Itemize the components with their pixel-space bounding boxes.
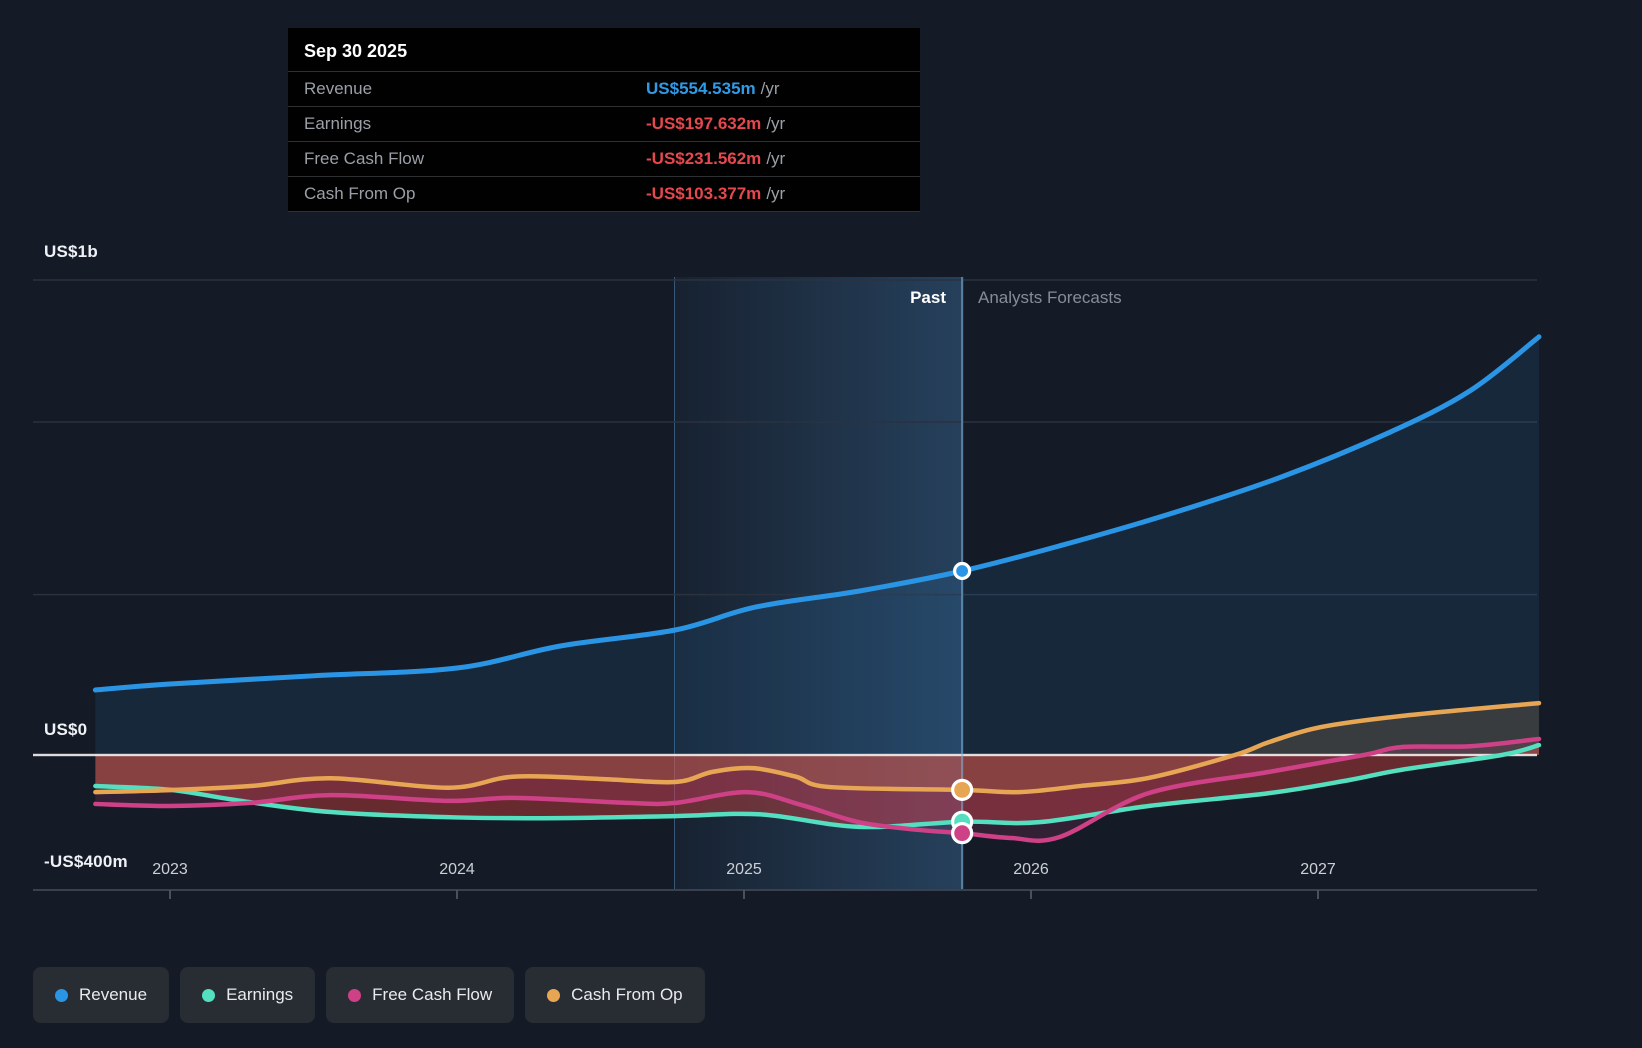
tooltip-value: -US$103.377m [646, 184, 762, 203]
tooltip-label: Revenue [304, 79, 373, 98]
tooltip-value: -US$197.632m [646, 114, 762, 133]
tooltip-unit: /yr [760, 79, 780, 98]
x-axis-label-2027: 2027 [1300, 861, 1336, 878]
x-axis-label-2023: 2023 [152, 861, 188, 878]
legend-item-revenue[interactable]: Revenue [33, 967, 170, 1023]
legend-label: Cash From Op [571, 985, 683, 1004]
x-axis-label-2026: 2026 [1013, 861, 1049, 878]
earnings-series-dot-icon [202, 988, 216, 1002]
tooltip-row-earnings: Earnings -US$197.632m/yr [288, 106, 920, 141]
tooltip-date: Sep 30 2025 [304, 41, 408, 61]
tooltip-value: -US$231.562m [646, 149, 762, 168]
tooltip-unit: /yr [766, 114, 786, 133]
y-axis-label-neg400m: -US$400m [44, 852, 128, 871]
legend-label: Revenue [79, 985, 148, 1004]
analysts-forecasts-label: Analysts Forecasts [978, 288, 1122, 307]
y-axis-label-0: US$0 [44, 720, 88, 739]
y-axis-label-1b: US$1b [44, 242, 98, 261]
x-axis-label-2025: 2025 [726, 861, 762, 878]
x-axis-label-2024: 2024 [439, 861, 475, 878]
chart-legend: Revenue Earnings Free Cash Flow Cash Fro… [33, 967, 705, 1023]
tooltip-unit: /yr [766, 149, 786, 168]
tooltip-label: Earnings [304, 114, 372, 133]
revenue-series-dot-icon [55, 988, 68, 1002]
legend-item-cash-from-op[interactable]: Cash From Op [525, 967, 705, 1023]
tooltip-label: Free Cash Flow [304, 149, 424, 168]
tooltip-unit: /yr [766, 184, 786, 203]
tooltip-value: US$554.535m [646, 79, 756, 98]
legend-item-free-cash-flow[interactable]: Free Cash Flow [326, 967, 515, 1023]
past-label: Past [910, 288, 946, 307]
free-cash-flow-series-dot-icon [348, 988, 362, 1002]
tooltip-row-cash-from-op: Cash From Op -US$103.377m/yr [288, 176, 920, 212]
legend-item-earnings[interactable]: Earnings [180, 967, 316, 1023]
chart-tooltip: Sep 30 2025 Revenue US$554.535m/yr Earni… [288, 28, 920, 212]
tooltip-row-free-cash-flow: Free Cash Flow -US$231.562m/yr [288, 141, 920, 176]
legend-label: Free Cash Flow [372, 985, 493, 1004]
cash-from-op-series-dot-icon [547, 988, 561, 1002]
tooltip-row-revenue: Revenue US$554.535m/yr [288, 71, 920, 106]
tooltip-label: Cash From Op [304, 184, 416, 203]
legend-label: Earnings [226, 985, 294, 1004]
